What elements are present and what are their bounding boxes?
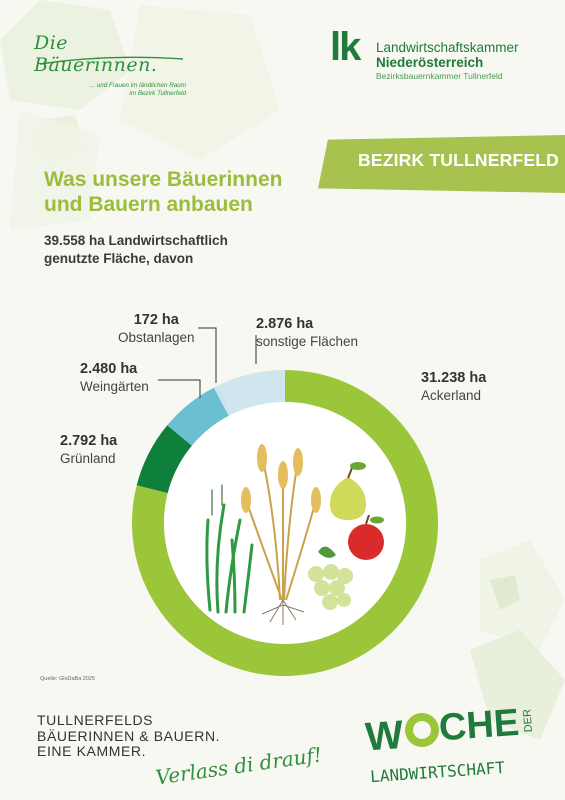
slice-sonstige (217, 370, 285, 415)
baeuerinnen-logo-tagline: ... und Frauen im ländlichen Raum im Bez… (89, 82, 186, 97)
label-ackerland: 31.238 ha Ackerland (421, 370, 486, 405)
source-note: Quelle: GloDaBa 2025 (40, 676, 96, 682)
lk-logo-line1: Landwirtschaftskammer (376, 40, 519, 55)
page-subtitle: 39.558 ha Landwirtschaftlich genutzte Flä… (44, 233, 228, 266)
grass-icon (205, 484, 254, 614)
pear-icon (330, 462, 366, 520)
name-sonstige: sonstige Flächen (256, 334, 359, 349)
woche-w: W (364, 713, 405, 760)
roots-icon (261, 599, 305, 625)
district-banner-text: BEZIRK TULLNERFELD (358, 150, 559, 170)
district-banner: BEZIRK TULLNERFELD (318, 135, 565, 193)
slice-weingaerten (167, 387, 229, 446)
page-title: Was unsere Bäuerinnen und Bauern anbauen (44, 168, 283, 216)
name-obstanlagen: Obstanlagen (118, 330, 195, 345)
lk-logo-line3: Bezirksbauernkammer Tullnerfeld (376, 71, 503, 81)
footer-slogan: TULLNERFELDS BÄUERINNEN & BAUERN. EINE K… (37, 712, 221, 759)
value-weingaerten: 2.480 ha (80, 361, 138, 377)
label-gruenland: 2.792 ha Grünland (60, 433, 117, 468)
baeuerinnen-logo-name: Die Bäuerinnen. (34, 32, 158, 76)
lk-logo-line2: Niederösterreich (376, 55, 484, 70)
label-sonstige: 2.876 ha sonstige Flächen (256, 316, 358, 351)
value-sonstige: 2.876 ha (256, 316, 314, 332)
name-weingaerten: Weingärten (80, 379, 149, 394)
slice-gruenland (136, 425, 192, 494)
woche-der-landwirtschaft-logo: W CHE DER LANDWIRTSCHAFT (364, 702, 535, 786)
label-weingaerten: 2.480 ha Weingärten (80, 361, 149, 396)
value-gruenland: 2.792 ha (60, 433, 118, 449)
logo-swoosh (39, 56, 184, 65)
baeuerinnen-logo: Die Bäuerinnen. ... und Frauen im ländli… (34, 32, 194, 98)
slice-obstanlagen (213, 385, 232, 416)
woche-der: DER (521, 709, 535, 733)
woche-landwirtschaft: LANDWIRTSCHAFT (370, 758, 506, 786)
value-obstanlagen: 172 ha (133, 312, 179, 328)
label-obstanlagen: 172 ha Obstanlagen (118, 312, 195, 347)
grapes-icon (308, 546, 353, 610)
leader-lines (158, 327, 257, 398)
value-ackerland: 31.238 ha (421, 370, 487, 386)
flower-icon (405, 713, 439, 747)
crops-illustration (205, 444, 384, 625)
lk-mark: lk (330, 25, 361, 69)
apple-icon (348, 514, 384, 560)
wheat-ears-icon (241, 444, 321, 513)
donut-center (164, 402, 406, 644)
woche-che: CHE (438, 702, 521, 749)
name-gruenland: Grünland (60, 451, 116, 466)
name-ackerland: Ackerland (421, 388, 482, 403)
